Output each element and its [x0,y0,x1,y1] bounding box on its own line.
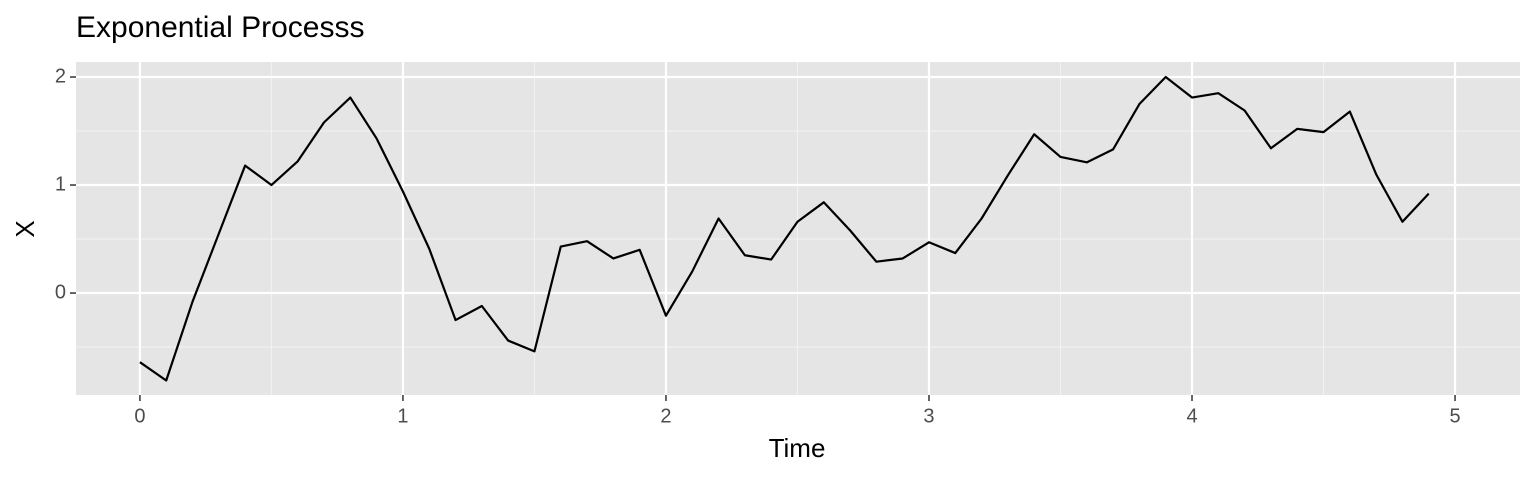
x-axis-title: Time [769,433,826,463]
chart-title: Exponential Processs [76,11,365,44]
x-tick-label: 3 [923,405,934,427]
x-tick-label: 1 [397,405,408,427]
y-tick-label: 2 [55,65,66,87]
x-tick-label: 5 [1449,405,1460,427]
y-tick-label: 0 [55,281,66,303]
panel [76,62,1520,395]
data-line [139,75,1430,382]
x-tick-label: 0 [134,405,145,427]
x-tick-label: 4 [1186,405,1197,427]
x-tick-label: 2 [660,405,671,427]
y-axis-title: X [10,220,40,237]
y-tick-label: 1 [55,173,66,195]
